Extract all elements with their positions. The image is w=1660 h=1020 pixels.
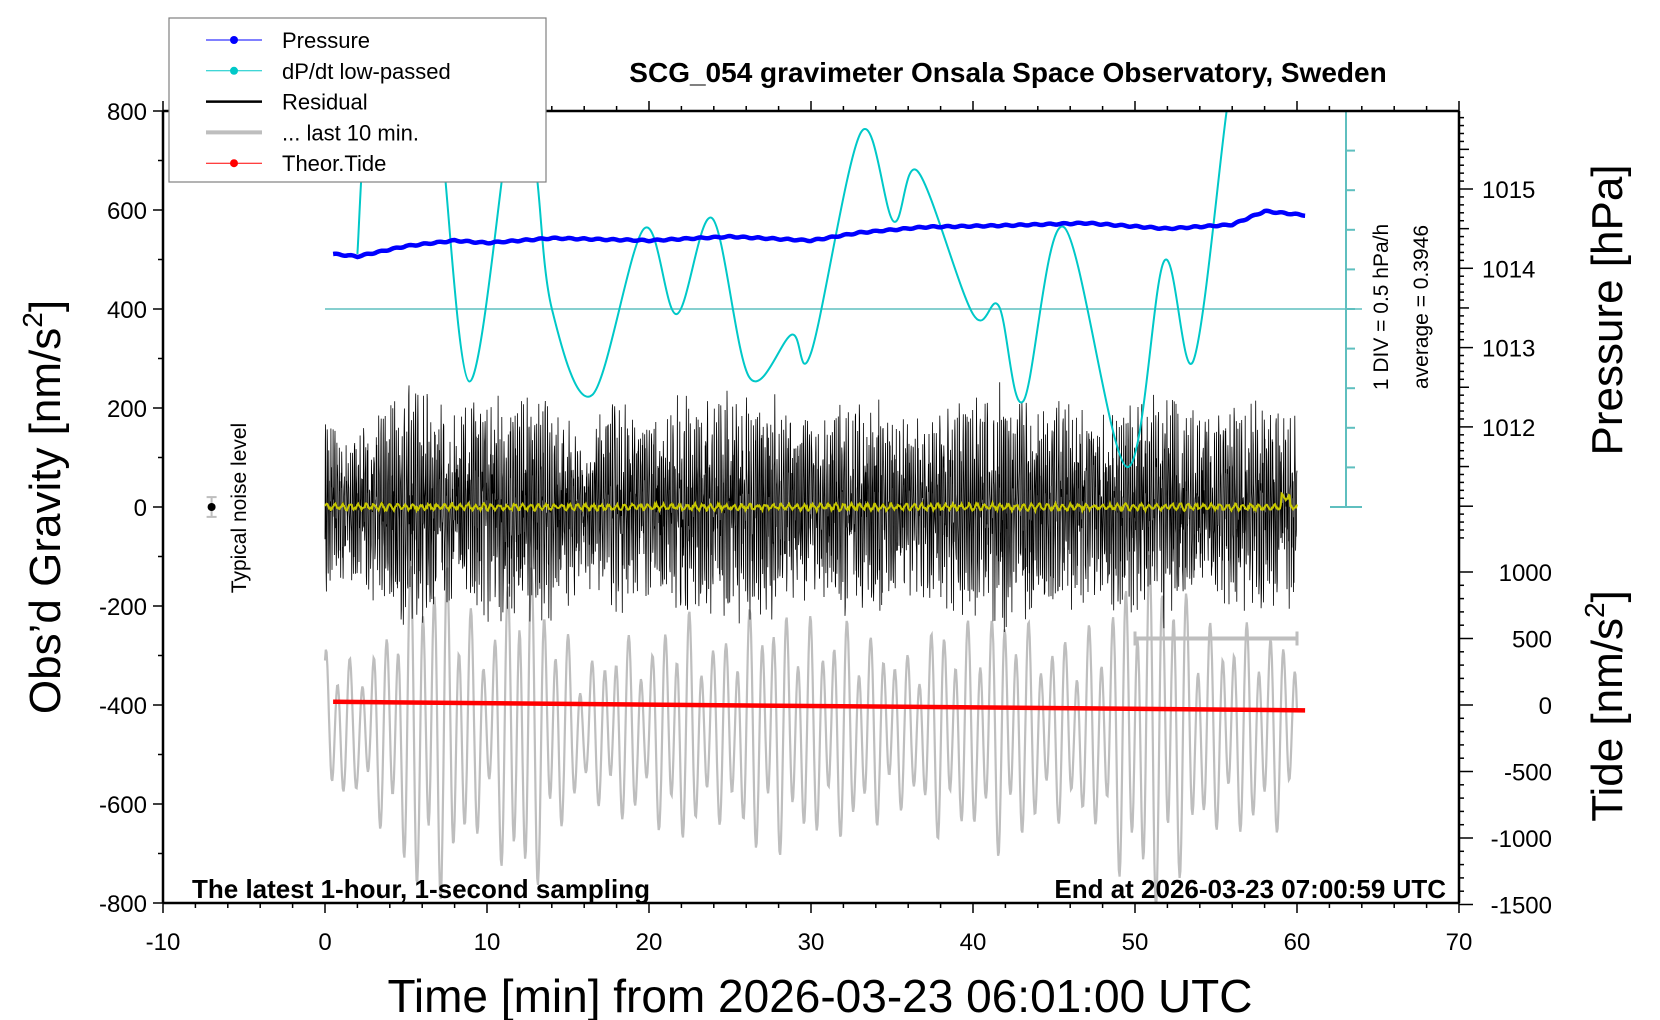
pressure-tick-label: 1014 <box>1482 256 1535 283</box>
legend-label: dP/dt low-passed <box>282 59 451 84</box>
average-label: average = 0.3946 <box>1410 225 1433 389</box>
y-axis-label: Obs’d Gravity [nm/s2] <box>17 300 70 714</box>
x-tick-label: 40 <box>960 929 987 956</box>
legend-item: Pressure <box>206 28 370 53</box>
pressure-axis-label: Pressure [hPa] <box>1583 164 1632 455</box>
y-tick-label: -800 <box>99 891 147 918</box>
residual-series-line <box>324 382 1298 633</box>
y-tick-label: -600 <box>99 792 147 819</box>
legend-swatch-dot <box>230 66 238 75</box>
pressure-tick-label: 1012 <box>1482 415 1535 442</box>
y-tick-label: 0 <box>134 495 147 522</box>
x-axis-label: Time [min] from 2026-03-23 06:01:00 UTC <box>388 970 1253 1020</box>
legend-swatch-dot <box>230 36 238 44</box>
legend-item: dP/dt low-passed <box>206 59 451 84</box>
legend-item: Theor.Tide <box>206 151 386 176</box>
last10-series-line <box>323 554 1299 903</box>
tide-tick-label: -500 <box>1504 760 1552 787</box>
noise-level-point <box>207 503 216 511</box>
chart-title: SCG_054 gravimeter Onsala Space Observat… <box>629 57 1386 88</box>
y-tick-label: 600 <box>107 198 147 225</box>
tide-tick-label: 0 <box>1539 693 1552 720</box>
tide-label-sup: 2 <box>1579 602 1610 618</box>
legend-swatch-dot <box>230 159 238 168</box>
x-tick-label: -10 <box>146 929 181 956</box>
x-tick-label: 60 <box>1284 929 1311 956</box>
tide-tick-label: 500 <box>1512 627 1552 654</box>
legend: Pressure dP/dt low-passed Residual ... last… <box>168 17 547 183</box>
dpdt-series-line <box>356 111 1228 468</box>
x-tick-label: 10 <box>474 929 501 956</box>
legend-box <box>168 17 547 183</box>
legend-label: Pressure <box>282 28 370 53</box>
tide-tick-label: -1500 <box>1491 893 1552 920</box>
x-tick-label: 0 <box>318 929 331 956</box>
legend-label: ... last 10 min. <box>282 120 419 145</box>
x-tick-label: 30 <box>798 929 825 956</box>
x-tick-label: 20 <box>636 929 663 956</box>
y-tick-label: 200 <box>107 396 147 423</box>
y-label-sup: 2 <box>17 312 48 328</box>
pressure-series-line <box>332 208 1306 260</box>
noise-level-label: Typical noise level <box>228 423 251 593</box>
x-tick-label: 50 <box>1122 929 1149 956</box>
div-label: 1 DIV = 0.5 hPa/h <box>1370 224 1393 390</box>
y-tick-label: 800 <box>107 99 147 126</box>
tide-axis-label: Tide [nm/s2] <box>1579 590 1632 822</box>
legend-label: Residual <box>282 90 368 115</box>
y-label-base: Obs’d Gravity [nm/s <box>21 328 70 714</box>
tide-label-end: ] <box>1583 590 1632 602</box>
lowpass-residual-line <box>324 491 1298 515</box>
series-layer <box>206 110 1362 903</box>
legend-item: Residual <box>206 90 368 115</box>
pressure-tick-label: 1015 <box>1482 177 1535 204</box>
tide-tick-label: -1000 <box>1491 826 1552 853</box>
y-tick-label: -200 <box>99 594 147 621</box>
legend-item: ... last 10 min. <box>206 120 419 145</box>
y-label-end: ] <box>21 300 70 312</box>
tide-label-base: Tide [nm/s <box>1583 618 1632 822</box>
legend-label: Theor.Tide <box>282 151 386 176</box>
x-tick-label: 70 <box>1446 929 1473 956</box>
y-tick-label: -400 <box>99 693 147 720</box>
tide-series-line <box>333 699 1306 713</box>
tide-tick-label: 1000 <box>1499 560 1552 587</box>
y-tick-label: 400 <box>107 297 147 324</box>
pressure-tick-label: 1013 <box>1482 336 1535 363</box>
annotation-latest-hour: The latest 1-hour, 1-second sampling <box>192 874 650 904</box>
annotation-end-time: End at 2026-03-23 07:00:59 UTC <box>1054 874 1446 904</box>
